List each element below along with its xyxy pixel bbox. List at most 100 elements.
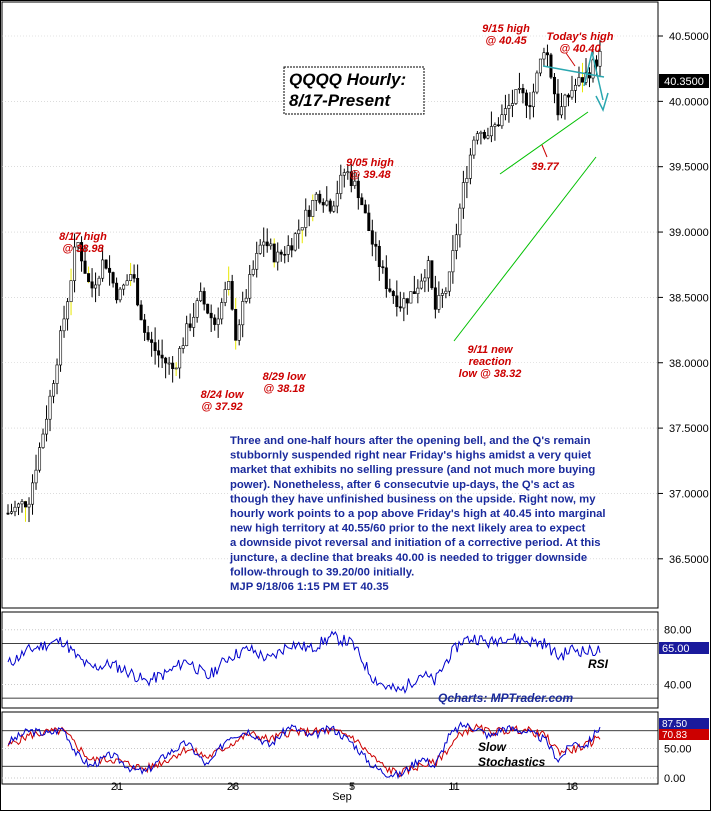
candle-body bbox=[437, 295, 441, 310]
candle-body bbox=[580, 77, 584, 83]
stoch-tick-label: 50.00 bbox=[664, 744, 692, 756]
candle-body bbox=[377, 245, 381, 267]
candle-body bbox=[108, 267, 112, 273]
candle-body bbox=[591, 59, 595, 79]
price-tick-label: 40.5000 bbox=[669, 31, 709, 43]
candle-body bbox=[552, 76, 556, 95]
candle-body bbox=[475, 133, 479, 141]
candle-body bbox=[545, 52, 549, 56]
candle-body bbox=[6, 512, 10, 515]
candle-body bbox=[500, 114, 504, 127]
candle-body bbox=[430, 260, 434, 289]
candle-body bbox=[62, 318, 66, 332]
price-tick-label: 36.5000 bbox=[669, 554, 709, 566]
candle-body bbox=[388, 288, 392, 292]
candle-body bbox=[346, 171, 350, 174]
candle-body bbox=[447, 271, 451, 292]
candle-body bbox=[370, 230, 374, 245]
candle-body bbox=[451, 250, 455, 273]
candle-body bbox=[48, 395, 52, 420]
chart-title: QQQQ Hourly: bbox=[289, 70, 406, 89]
candle-body bbox=[409, 291, 413, 304]
commentary-line: new high territory at 40.55/60 prior to … bbox=[230, 523, 586, 535]
candle-body bbox=[311, 200, 315, 217]
candle-body bbox=[55, 364, 59, 384]
stoch-k-line bbox=[7, 721, 601, 780]
candle-body bbox=[174, 367, 178, 370]
annotation-label: 9/15 high @ 40.45 bbox=[482, 23, 530, 47]
candle-body bbox=[535, 72, 539, 93]
candle-body bbox=[559, 106, 563, 116]
stoch-d-value: 70.83 bbox=[662, 730, 687, 741]
candle-body bbox=[234, 308, 238, 341]
price-tick-label: 37.5000 bbox=[669, 423, 709, 435]
stoch-gridlines: 50.00 0.00 bbox=[2, 730, 692, 785]
commentary-line: MJP 9/18/06 1:15 PM ET 40.35 bbox=[230, 581, 389, 593]
candle-body bbox=[157, 350, 161, 356]
candle-body bbox=[27, 503, 31, 508]
candle-body bbox=[269, 243, 273, 247]
price-tick-label: 37.0000 bbox=[669, 488, 709, 500]
candle-body bbox=[73, 246, 77, 281]
candle-body bbox=[118, 288, 122, 301]
candle-body bbox=[444, 290, 448, 294]
candle-body bbox=[143, 319, 147, 333]
candle-body bbox=[195, 300, 199, 318]
candle-body bbox=[83, 260, 87, 274]
price-tick-label: 38.5000 bbox=[669, 292, 709, 304]
candle-body bbox=[94, 284, 98, 289]
candle-body bbox=[125, 280, 129, 286]
last-price-label: 40.3500 bbox=[664, 76, 704, 88]
x-axis-ticks: 21 28 5 11 18 bbox=[111, 781, 578, 793]
commentary-text: Three and one-half hours after the openi… bbox=[229, 435, 606, 593]
candle-body bbox=[563, 94, 567, 107]
stoch-tick-label: 0.00 bbox=[664, 773, 685, 785]
candle-body bbox=[244, 297, 248, 302]
commentary-line: Three and one-half hours after the openi… bbox=[230, 435, 591, 447]
stoch-k-badge bbox=[659, 718, 709, 729]
commentary-line: power). Nonetheless, after 6 consecutvie… bbox=[230, 479, 575, 491]
candle-body bbox=[468, 154, 472, 179]
candle-body bbox=[31, 482, 35, 505]
candle-body bbox=[440, 293, 444, 296]
candle-body bbox=[90, 281, 94, 289]
candle-body bbox=[262, 241, 266, 246]
annotations: 8/17 high @ 38.98 8/24 low @ 37.92 8/29 low @… bbox=[59, 23, 614, 413]
candle-body bbox=[577, 77, 581, 86]
annotation-pointer-39.77 bbox=[541, 144, 548, 158]
support-trendline bbox=[453, 156, 597, 342]
candle-body bbox=[136, 277, 140, 306]
candle-body bbox=[76, 242, 80, 248]
candle-body bbox=[41, 433, 45, 448]
candle-body bbox=[402, 298, 406, 309]
candle-body bbox=[283, 253, 287, 256]
rsi-tick-label: 80.00 bbox=[664, 625, 692, 637]
annotation-label: 39.77 bbox=[531, 161, 559, 173]
candle-body bbox=[507, 105, 511, 109]
candle-body bbox=[223, 289, 227, 303]
annotation-label: 8/17 high @ 38.98 bbox=[59, 231, 107, 255]
candle-body bbox=[549, 54, 553, 78]
candle-body bbox=[496, 124, 500, 127]
candle-body bbox=[381, 266, 385, 269]
candle-body bbox=[514, 89, 518, 104]
candle-body bbox=[510, 103, 514, 106]
annotation-pointer-todays-high bbox=[565, 52, 576, 67]
candle-body bbox=[395, 295, 399, 307]
candle-body bbox=[160, 354, 164, 359]
stoch-panel bbox=[1, 711, 659, 785]
candle-body bbox=[80, 242, 84, 262]
candle-body bbox=[531, 91, 535, 108]
candle-body bbox=[192, 316, 196, 328]
candle-body bbox=[241, 301, 245, 326]
candle-body bbox=[304, 209, 308, 228]
candle-body bbox=[461, 182, 465, 209]
candle-body bbox=[489, 126, 493, 137]
candle-body bbox=[482, 131, 486, 139]
candle-body bbox=[101, 259, 105, 279]
commentary-line: hourly work points to a pop above Friday… bbox=[230, 508, 606, 520]
candle-body bbox=[384, 267, 388, 289]
candle-body bbox=[339, 174, 343, 194]
